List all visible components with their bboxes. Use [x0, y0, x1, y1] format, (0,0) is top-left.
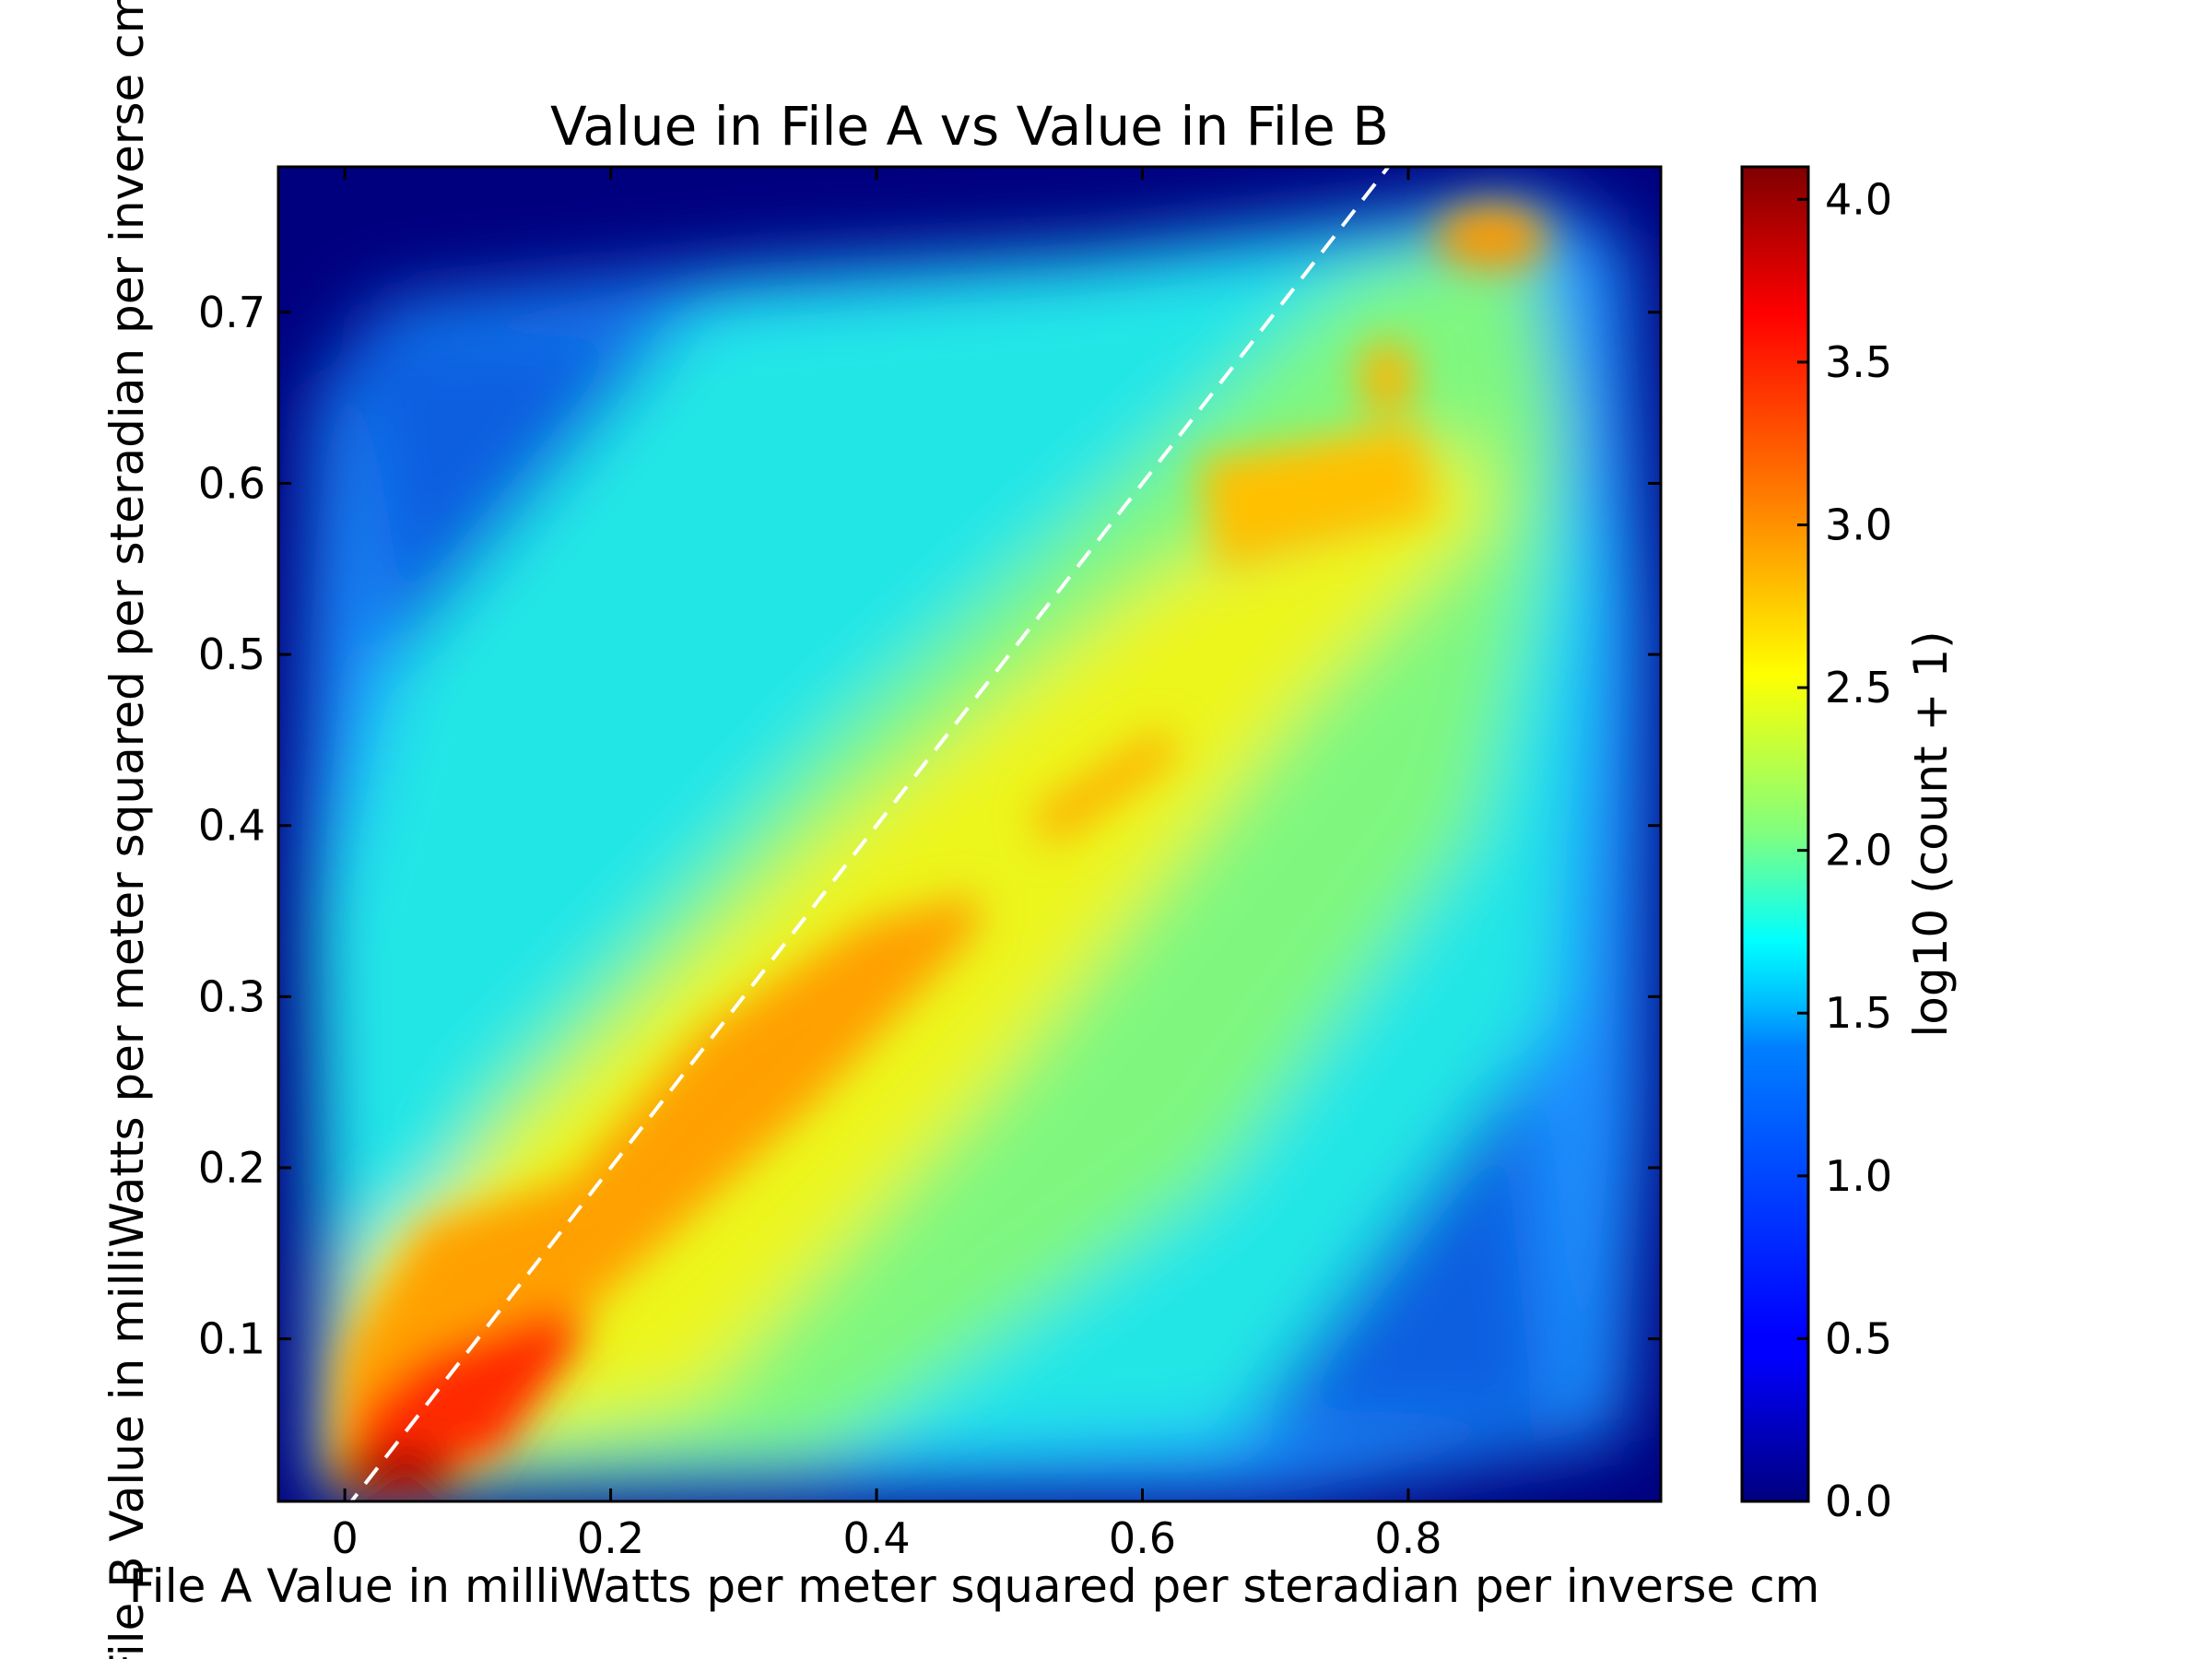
x-tick-label: 0.6 [1109, 1513, 1176, 1563]
x-axis-ticks: 0 0.2 0.4 0.6 0.8 [331, 167, 1442, 1563]
colorbar-tick-label: 3.0 [1825, 500, 1892, 549]
colorbar-tick-label: 1.0 [1825, 1151, 1892, 1201]
x-tick-label: 0.4 [842, 1513, 910, 1563]
plot-frame [276, 165, 1663, 1503]
density-region-red-core [350, 1309, 590, 1475]
colorbar: 0.0 0.5 1.0 1.5 2.0 2.5 3.0 3.5 4.0 log10 (count… [1740, 165, 1958, 1526]
y-tick-label: 0.3 [198, 971, 265, 1021]
plot-area: 0 0.2 0.4 0.6 0.8 0.1 0.2 0.3 0.4 0.5 0.6 0.7 [198, 165, 1663, 1563]
colorbar-gradient [1740, 165, 1810, 1503]
colorbar-tick-label: 4.0 [1825, 174, 1892, 224]
y-tick-label: 0.2 [198, 1143, 265, 1193]
x-tick-label: 0.2 [577, 1513, 644, 1563]
x-tick-label: 0.8 [1374, 1513, 1441, 1563]
colorbar-tick-label: 1.5 [1825, 988, 1892, 1038]
colorbar-ticks: 0.0 0.5 1.0 1.5 2.0 2.5 3.0 3.5 4.0 [1797, 174, 1892, 1526]
density-blur-hard [332, 206, 1547, 1497]
y-tick-label: 0.1 [198, 1314, 265, 1364]
colorbar-label: log10 (count + 1) [1904, 630, 1958, 1037]
density-layer [304, 167, 1650, 1501]
y-axis-ticks: 0.1 0.2 0.3 0.4 0.5 0.6 0.7 [198, 288, 1661, 1364]
density-region-orange-top-right [1436, 206, 1547, 269]
y-tick-label: 0.7 [198, 288, 265, 337]
y-tick-label: 0.6 [198, 458, 265, 508]
y-tick-label: 0.5 [198, 629, 265, 679]
colorbar-tick-label: 2.5 [1825, 663, 1892, 712]
y-tick-label: 0.4 [198, 801, 265, 851]
reference-line [348, 167, 1390, 1501]
colorbar-tick-label: 3.5 [1825, 337, 1892, 387]
chart-title: Value in File A vs Value in File B [550, 95, 1389, 158]
density-region-dark-red-peak [332, 1449, 461, 1497]
density-region-orange-ridge-3 [1198, 424, 1438, 571]
y-axis-label: File B Value in milliWatts per meter squ… [100, 0, 154, 1659]
density-region-orange-ridge-2 [1032, 728, 1180, 848]
colorbar-tick-label: 0.5 [1825, 1313, 1892, 1363]
x-tick-label: 0 [331, 1513, 358, 1563]
density-region-orange-top-right-2 [1359, 341, 1415, 415]
x-axis-label: File A Value in milliWatts per meter squ… [129, 1559, 1820, 1613]
colorbar-tick-label: 0.0 [1825, 1477, 1892, 1526]
colorbar-tick-label: 2.0 [1825, 826, 1892, 876]
